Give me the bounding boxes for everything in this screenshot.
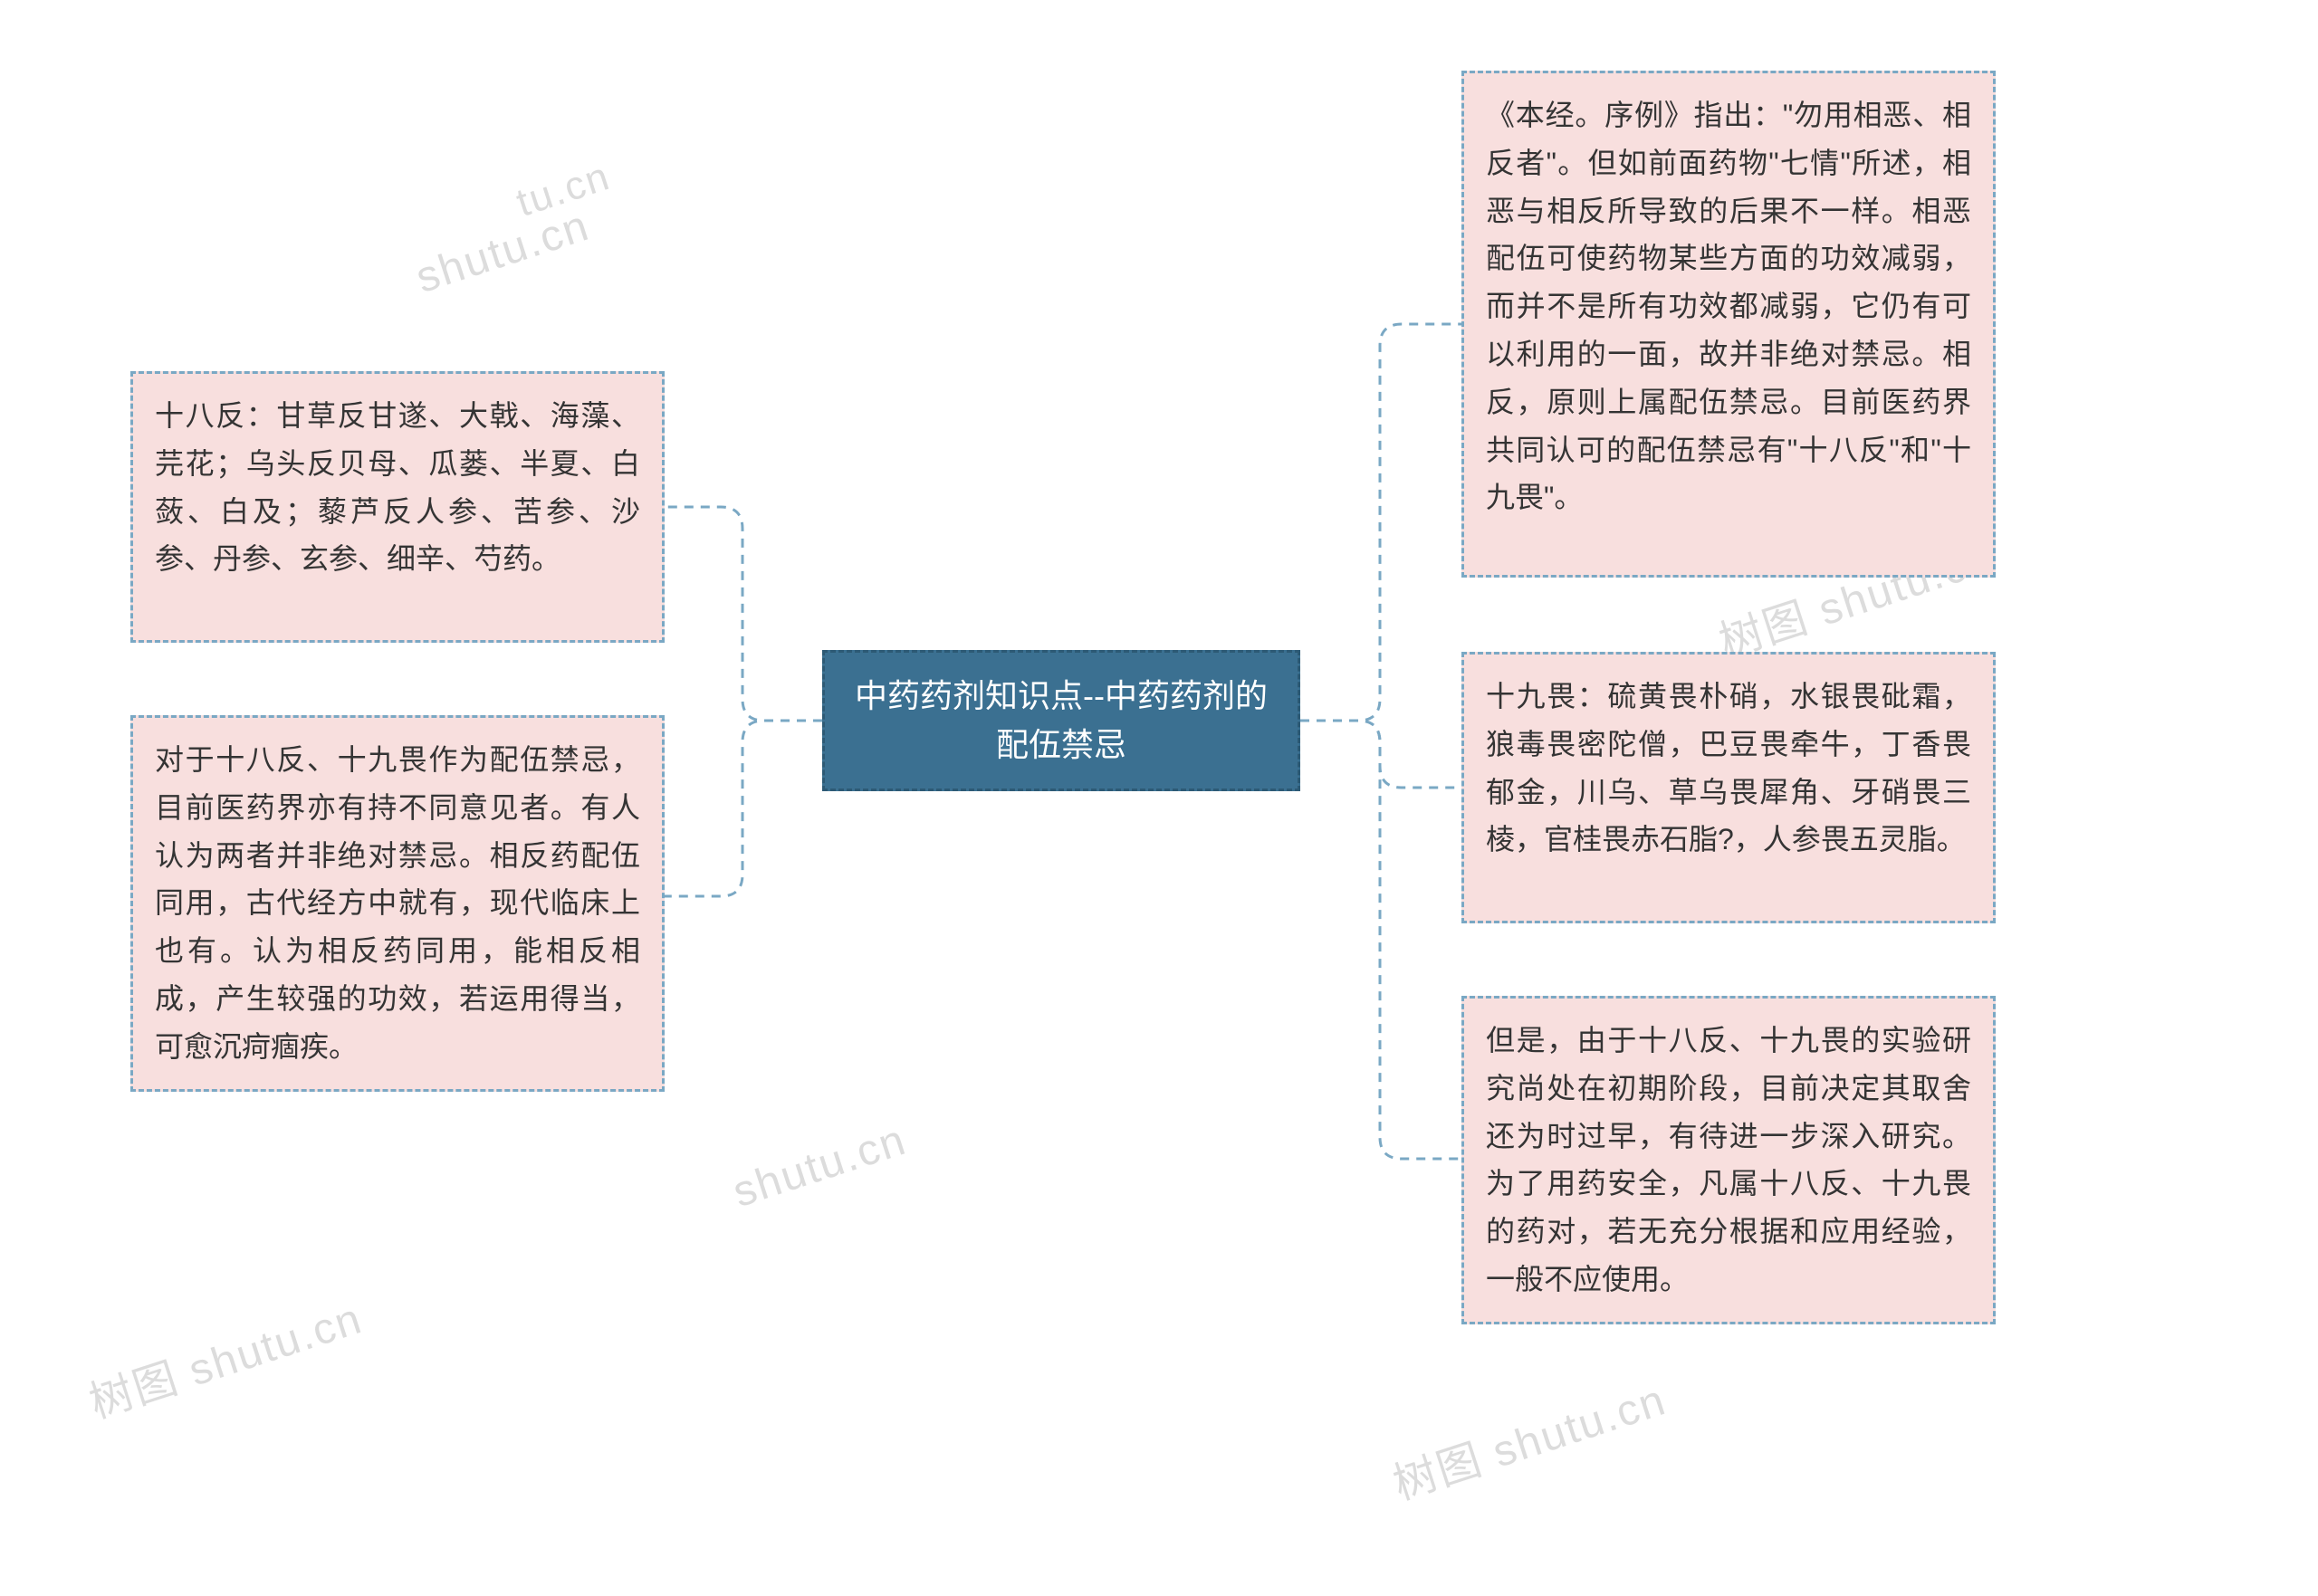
leaf-text: 但是，由于十八反、十九畏的实验研究尚处在初期阶段，目前决定其取舍还为时过早，有待… — [1486, 1024, 1971, 1295]
leaf-text: 十九畏：硫黄畏朴硝，水银畏砒霜，狼毒畏密陀僧，巴豆畏牵牛，丁香畏郁金，川乌、草乌… — [1486, 680, 1971, 855]
watermark: 树图 shutu.cn — [1384, 1364, 1672, 1512]
watermark: tu.cn — [512, 154, 617, 226]
leaf-text: 对于十八反、十九畏作为配伍禁忌，目前医药界亦有持不同意见者。有人认为两者并非绝对… — [155, 743, 640, 1063]
leaf-node-safety-conclusion: 但是，由于十八反、十九畏的实验研究尚处在初期阶段，目前决定其取舍还为时过早，有待… — [1461, 996, 1996, 1324]
watermark: shutu.cn — [410, 201, 596, 303]
leaf-text: 十八反：甘草反甘遂、大戟、海藻、芫花；乌头反贝母、瓜蒌、半夏、白蔹、白及；藜芦反… — [155, 399, 640, 575]
leaf-text: 《本经。序例》指出："勿用相恶、相反者"。但如前面药物"七情"所述，相恶与相反所… — [1486, 99, 1971, 513]
leaf-node-eighteen-incompatibilities: 十八反：甘草反甘遂、大戟、海藻、芫花；乌头反贝母、瓜蒌、半夏、白蔹、白及；藜芦反… — [130, 371, 665, 643]
leaf-node-nineteen-fears: 十九畏：硫黄畏朴硝，水银畏砒霜，狼毒畏密陀僧，巴豆畏牵牛，丁香畏郁金，川乌、草乌… — [1461, 652, 1996, 923]
center-node-text: 中药药剂知识点--中药药剂的配伍禁忌 — [847, 672, 1276, 769]
mindmap-canvas: shutu.cn tu.cn 树图 shutu.cn shutu.cn 树图 s… — [0, 0, 2318, 1596]
leaf-node-differing-opinions: 对于十八反、十九畏作为配伍禁忌，目前医药界亦有持不同意见者。有人认为两者并非绝对… — [130, 715, 665, 1092]
center-node: 中药药剂知识点--中药药剂的配伍禁忌 — [822, 650, 1300, 791]
watermark: shutu.cn — [727, 1115, 913, 1218]
watermark: 树图 shutu.cn — [80, 1283, 369, 1430]
leaf-node-benjing-quote: 《本经。序例》指出："勿用相恶、相反者"。但如前面药物"七情"所述，相恶与相反所… — [1461, 71, 1996, 578]
